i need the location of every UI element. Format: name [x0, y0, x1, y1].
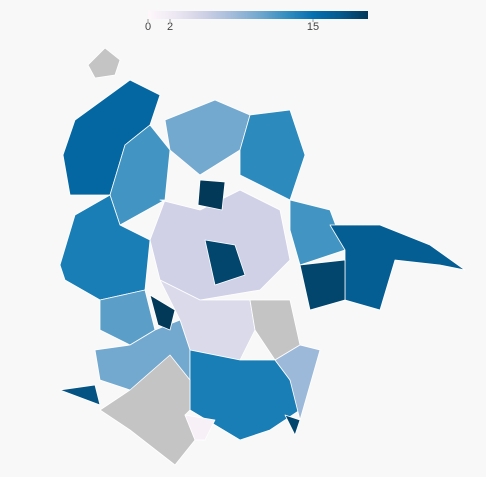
region [299, 259, 346, 311]
region [59, 384, 101, 406]
region [239, 109, 306, 201]
region [87, 47, 121, 79]
region [197, 179, 226, 211]
region [164, 99, 251, 176]
regions [59, 47, 466, 466]
region [204, 239, 246, 286]
region [284, 414, 301, 436]
region [149, 294, 176, 331]
region [329, 224, 466, 311]
legend-tick-label: 2 [167, 21, 173, 33]
legend-tick-label: 15 [307, 21, 319, 33]
region [184, 414, 216, 441]
region [274, 344, 321, 421]
legend-tick-label: 0 [145, 21, 151, 33]
region [289, 199, 346, 266]
legend-bar [148, 11, 368, 19]
region [99, 354, 196, 466]
